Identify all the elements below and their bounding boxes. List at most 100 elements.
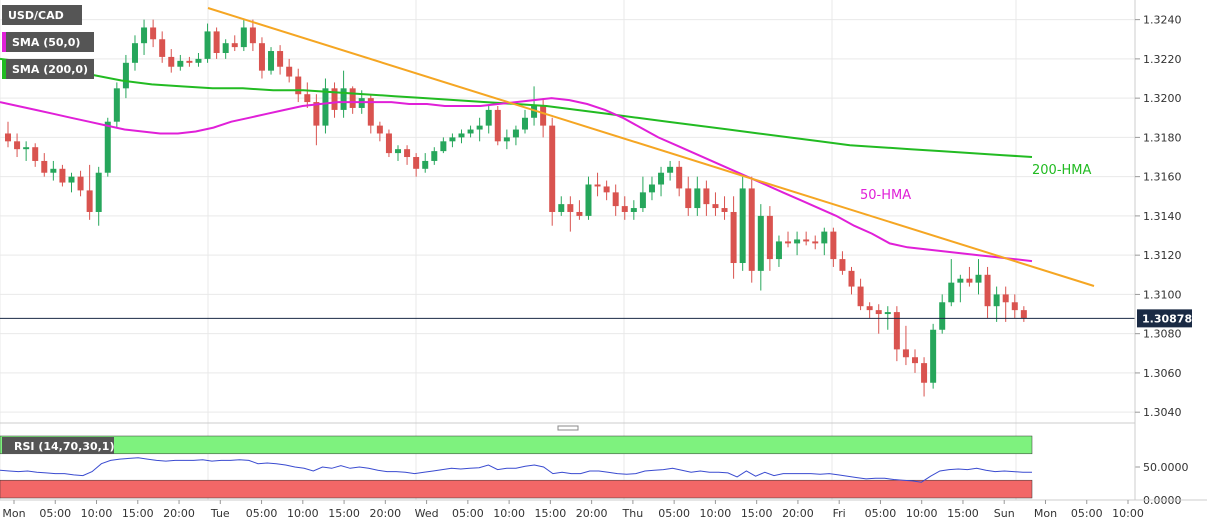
- grid: [0, 0, 1135, 500]
- candle-body: [440, 141, 447, 152]
- candle-body: [902, 349, 909, 358]
- candle-body: [131, 43, 138, 63]
- price-tick-label: 1.3040: [1143, 406, 1182, 419]
- candle-body: [240, 27, 247, 48]
- rsi-overbought-zone: [0, 435, 1033, 455]
- indicators: 200-HMA 50-HMA: [0, 7, 1135, 319]
- candle-body: [658, 172, 665, 185]
- time-tick-label: 10:00: [906, 507, 938, 520]
- time-tick-label: Wed: [415, 507, 439, 520]
- candle-body: [376, 125, 383, 134]
- candle-body: [685, 188, 692, 209]
- price-tick-label: 1.3140: [1143, 210, 1182, 223]
- candle-body: [848, 270, 855, 287]
- candle-body: [930, 329, 937, 383]
- candle-body: [422, 160, 429, 169]
- price-tick-label: 1.3160: [1143, 171, 1182, 184]
- candle-body: [295, 76, 302, 95]
- candle-body: [195, 58, 202, 63]
- candle-body: [884, 312, 891, 315]
- candle-body: [68, 176, 75, 183]
- candle-body: [113, 88, 120, 122]
- legend-swatch: [2, 32, 6, 52]
- time-tick-label: Sun: [994, 507, 1015, 520]
- candle-body: [1011, 302, 1018, 311]
- rsi-label-box: [2, 437, 114, 454]
- candle-body: [921, 363, 928, 383]
- candle-body: [558, 204, 565, 212]
- candle-body: [531, 105, 538, 118]
- candle-body: [476, 125, 483, 130]
- candle-body: [912, 357, 918, 364]
- candle-body: [757, 215, 764, 271]
- candle-body: [948, 282, 955, 303]
- candle-body: [667, 166, 674, 173]
- candle-body: [268, 51, 275, 71]
- legend-label: SMA (50,0): [12, 36, 80, 49]
- candle-body: [939, 302, 946, 330]
- candle-body: [748, 188, 755, 271]
- candle-body: [766, 215, 773, 260]
- candle-body: [86, 190, 93, 212]
- candle-body: [313, 102, 320, 126]
- candle-body: [739, 188, 746, 264]
- candle-body: [186, 60, 193, 63]
- candle-body: [258, 43, 265, 71]
- candle-body: [984, 274, 991, 307]
- candle-body: [340, 88, 347, 110]
- time-tick-label: 15:00: [947, 507, 979, 520]
- candle-body: [277, 51, 284, 67]
- rsi-oversold-zone: [0, 479, 1033, 499]
- time-tick-label: 10:00: [287, 507, 319, 520]
- time-tick-label: 05:00: [452, 507, 484, 520]
- time-tick-label: 05:00: [39, 507, 71, 520]
- candle-body: [23, 147, 30, 150]
- time-tick-label: 20:00: [576, 507, 608, 520]
- candle-body: [875, 310, 882, 315]
- candle-body: [404, 149, 411, 158]
- candle-body: [975, 274, 982, 283]
- legend-tag: [2, 59, 94, 79]
- candle-body: [204, 31, 211, 59]
- candle-body: [993, 294, 1000, 307]
- symbol-label: USD/CAD: [8, 9, 64, 22]
- time-tick-label: 05:00: [865, 507, 897, 520]
- legend-label: SMA (200,0): [12, 63, 88, 76]
- candle-body: [639, 192, 646, 209]
- trend-line: [207, 7, 1095, 287]
- candle-body: [95, 172, 102, 212]
- candle-body: [1020, 310, 1027, 318]
- candle-body: [812, 241, 819, 244]
- candle-body: [467, 129, 474, 134]
- candle-body: [494, 109, 501, 142]
- time-tick-label: Thu: [622, 507, 644, 520]
- candle-body: [59, 168, 66, 183]
- candle-body: [331, 88, 338, 110]
- price-tick-label: 1.3120: [1143, 249, 1182, 262]
- time-tick-label: 20:00: [782, 507, 814, 520]
- candle-body: [839, 259, 846, 271]
- panel-resize-handle: [557, 425, 579, 431]
- price-tick-label: 1.3240: [1143, 14, 1182, 27]
- time-tick-label: Mon: [2, 507, 25, 520]
- candle-body: [231, 43, 238, 48]
- candle-body: [957, 278, 964, 283]
- candle-body: [249, 27, 256, 44]
- candle-body: [540, 105, 547, 126]
- candle-body: [449, 137, 456, 142]
- candle-body: [304, 94, 311, 103]
- candle-body: [431, 151, 438, 161]
- time-tick-label: 20:00: [163, 507, 195, 520]
- candle-body: [50, 168, 57, 173]
- candle-body: [576, 211, 583, 216]
- symbol-tag: [2, 5, 82, 25]
- candle-body: [168, 56, 175, 67]
- candle-body: [721, 208, 728, 212]
- time-tick-label: Fri: [833, 507, 846, 520]
- candle-body: [866, 306, 873, 311]
- candle-body: [612, 192, 619, 207]
- candle-body: [676, 166, 683, 189]
- candle-body: [585, 184, 592, 216]
- candle-body: [32, 147, 39, 161]
- candle-body: [803, 239, 810, 242]
